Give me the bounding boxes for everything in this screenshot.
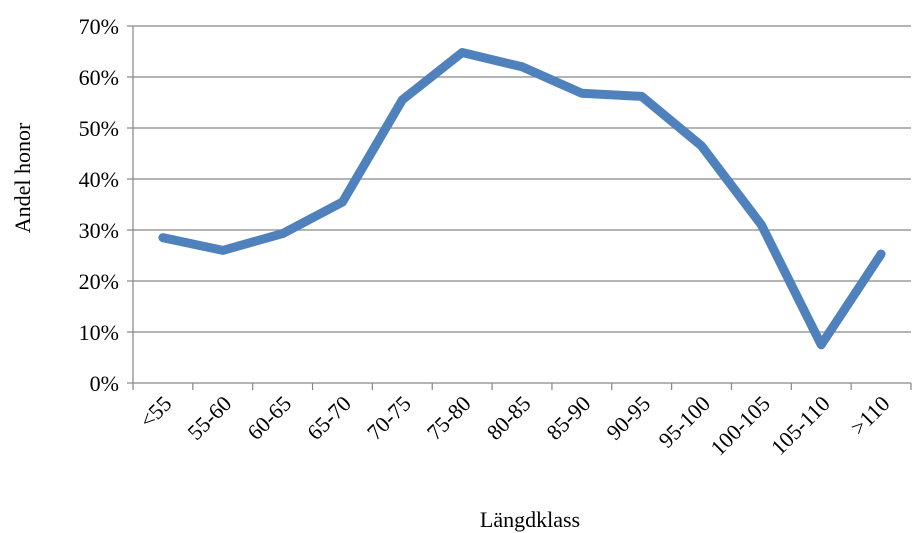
data-point [401, 99, 403, 101]
y-tick-label: 60% [79, 65, 119, 90]
data-point [521, 66, 523, 68]
data-point [701, 145, 703, 147]
data-point [222, 249, 224, 251]
data-point [461, 52, 463, 54]
x-tick-label: <55 [134, 391, 176, 433]
series-line [158, 48, 886, 350]
y-tick-label: 20% [79, 269, 119, 294]
y-axis-ticks: 0% 10% 20% 30% 40% 50% 60% 70% [79, 14, 133, 396]
x-tick-label: 60-65 [242, 391, 296, 445]
gridlines [133, 25, 911, 333]
y-tick-label: 0% [90, 371, 119, 396]
data-point [820, 344, 822, 346]
y-tick-label: 40% [79, 167, 119, 192]
x-tick-label: 55-60 [182, 391, 236, 445]
y-tick-label: 30% [79, 218, 119, 243]
x-tick-label: 80-85 [482, 391, 536, 445]
x-axis-title: Längdklass [480, 507, 580, 532]
x-tick-label: 65-70 [302, 391, 356, 445]
y-tick-label: 70% [79, 14, 119, 39]
x-axis-ticks: <55 55-60 60-65 65-70 70-75 75-80 80-85 85-90 90… [132, 383, 912, 461]
data-point [341, 201, 343, 203]
data-point [760, 224, 762, 226]
x-axis [132, 26, 911, 384]
series-group [158, 48, 886, 350]
x-tick-label: 100-105 [705, 391, 775, 461]
y-tick-label: 50% [79, 116, 119, 141]
data-point [641, 95, 643, 97]
x-tick-label: 85-90 [541, 391, 595, 445]
data-point [162, 237, 164, 239]
x-tick-label: 105-110 [766, 391, 835, 460]
data-point [282, 233, 284, 235]
y-tick-label: 10% [79, 320, 119, 345]
x-tick-label: 70-75 [362, 391, 416, 445]
x-tick-label: >110 [845, 391, 894, 440]
x-tick-label: 75-80 [422, 391, 476, 445]
y-axis-title: Andel honor [10, 122, 35, 233]
data-point [581, 92, 583, 94]
data-point [880, 253, 882, 255]
x-tick-label: 90-95 [601, 391, 655, 445]
